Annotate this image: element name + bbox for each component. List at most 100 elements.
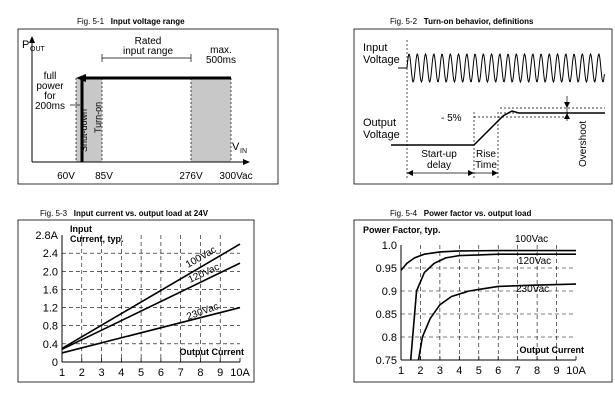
figure-frame (17, 219, 255, 383)
y-tick-label: 0.9 (382, 286, 397, 298)
minus-5-percent: - 5% (441, 113, 462, 124)
v-in-label: V (232, 141, 240, 153)
figure-5-2: Fig. 5-2 Turn-on behavior, definitions I… (305, 0, 615, 195)
x-tick-label: 9 (217, 367, 223, 379)
x-tick-label: 6 (158, 367, 164, 379)
y-tick-label: 1.6 (43, 284, 58, 296)
figure-5-4: Fig. 5-4 Power factor vs. output load 1 2… (305, 200, 615, 416)
v-in-subscript: IN (240, 148, 247, 155)
series-label: 100Vac (515, 234, 548, 245)
turnon-zone (90, 78, 102, 162)
y-tick-label: 0.8 (43, 321, 58, 333)
x-tick-label: 3 (98, 367, 104, 379)
figure-caption: Fig. 5-4 Power factor vs. output load (390, 209, 531, 218)
x-tick-label: 6 (495, 365, 501, 377)
x-axis-label: Output Current (520, 345, 585, 355)
full-power-4: 200ms (35, 101, 65, 112)
x-tick-label: 1 (59, 367, 65, 379)
y-axis-label: Input (70, 224, 92, 234)
y-tick-label: 2.8A (35, 230, 58, 242)
p-out-label: P (22, 39, 29, 51)
figure-frame (17, 28, 279, 185)
rated-label-1: Rated (135, 36, 162, 47)
x-tick-label: 8 (197, 367, 203, 379)
x-tick-label: 8 (534, 365, 540, 377)
max-label-1: max. (210, 45, 232, 56)
x-tick-label: 4 (456, 365, 462, 377)
figure-number: Fig. 5-2 (390, 17, 418, 26)
rated-label-2: input range (123, 46, 173, 57)
x-tick-label: 5 (476, 365, 482, 377)
y-tick-label: 0.4 (43, 339, 58, 351)
figure-title: Input current vs. output load at 24V (73, 209, 209, 218)
y-tick-label: 2.0 (43, 266, 58, 278)
full-power-1: full (44, 71, 57, 82)
rise-time-2: Time (475, 160, 497, 171)
x-tick-label: 9 (553, 365, 559, 377)
x-tick-label: 2 (417, 365, 423, 377)
startup-delay-1: Start-up (421, 149, 457, 160)
series-line (61, 262, 241, 351)
turn-on-behavior-diagram: Input Voltage Output Voltage - 5% Start-… (353, 28, 613, 185)
y-tick-label: 0.95 (376, 263, 397, 275)
y-tick-label: 0.8 (382, 332, 397, 344)
tick-300vac: 300Vac (219, 171, 252, 182)
input-voltage-label-1: Input (363, 42, 387, 54)
x-tick-label: 1 (398, 365, 404, 377)
figure-number: Fig. 5-4 (390, 209, 418, 218)
x-tick-label: 5 (138, 367, 144, 379)
y-tick-label: 0.75 (376, 355, 397, 367)
figure-frame (353, 219, 613, 383)
y-tick-label: 2.4 (43, 248, 58, 260)
x-tick-label: 7 (178, 367, 184, 379)
y-axis-label: Power Factor, typ. (363, 225, 441, 235)
tick-60v: 60V (57, 171, 75, 182)
figure-title: Input voltage range (110, 17, 185, 26)
full-power-3: for (44, 91, 56, 102)
output-voltage-label-2: Voltage (363, 129, 400, 141)
power-factor-chart: 1 2 3 4 5 6 7 8 9 10A 0.75 0.8 0.85 0.9 0.95 1.0 Power F… (353, 219, 613, 383)
series-line (61, 306, 241, 354)
figure-caption: Fig. 5-3 Input current vs. output load a… (40, 209, 208, 218)
max-500ms-zone (191, 78, 231, 162)
figure-number: Fig. 5-3 (40, 209, 68, 218)
y-tick-label: 1.2 (43, 303, 58, 315)
series-line (61, 243, 241, 350)
figure-title: Turn-on behavior, definitions (423, 17, 534, 26)
figure-caption: Fig. 5-1 Input voltage range (77, 17, 185, 26)
x-tick-label: 2 (79, 367, 85, 379)
rise-time-1: Rise (476, 149, 496, 160)
turnon-label: Turn-on (93, 102, 103, 133)
series-line (409, 253, 576, 361)
x-tick-label: 7 (515, 365, 521, 377)
figure-caption: Fig. 5-2 Turn-on behavior, definitions (390, 17, 533, 26)
figure-number: Fig. 5-1 (77, 17, 105, 26)
startup-delay-2: delay (427, 160, 451, 171)
y-tick-label: 0 (52, 357, 58, 369)
full-power-2: power (36, 81, 64, 92)
y-axis-label: Current, typ. (70, 234, 124, 244)
p-out-subscript: OUT (30, 46, 46, 53)
input-sine-wave (406, 52, 605, 84)
overshoot-label: Overshoot (578, 121, 589, 167)
input-current-chart: 1 2 3 4 5 6 7 8 9 10A 0 0.4 0.8 1.2 1.6 2.0 2.4 2.8A Input… (17, 219, 255, 383)
x-axis-label: Output Current (180, 347, 245, 357)
x-tick-label: 3 (437, 365, 443, 377)
output-voltage-label-1: Output (363, 117, 396, 129)
x-tick-label: 4 (118, 367, 124, 379)
y-tick-label: 0.85 (376, 309, 397, 321)
input-voltage-range-diagram: P OUT V IN Rated input range max. 500ms … (17, 28, 279, 185)
series-line (417, 283, 577, 361)
series-line (400, 249, 576, 271)
x-tick-label: 10A (566, 365, 586, 377)
figure-5-1: Fig. 5-1 Input voltage range P OUT V IN … (0, 0, 300, 195)
x-tick-label: 10A (230, 367, 250, 379)
tick-85v: 85V (95, 171, 113, 182)
figure-title: Power factor vs. output load (423, 209, 532, 218)
figure-5-3: Fig. 5-3 Input current vs. output load a… (0, 200, 300, 416)
input-voltage-label-2: Voltage (363, 54, 400, 66)
y-tick-label: 1.0 (382, 240, 397, 252)
tick-276v: 276V (179, 171, 203, 182)
shutdown-label: Shut-down (79, 109, 89, 152)
series-label: 230Vac (516, 284, 549, 295)
